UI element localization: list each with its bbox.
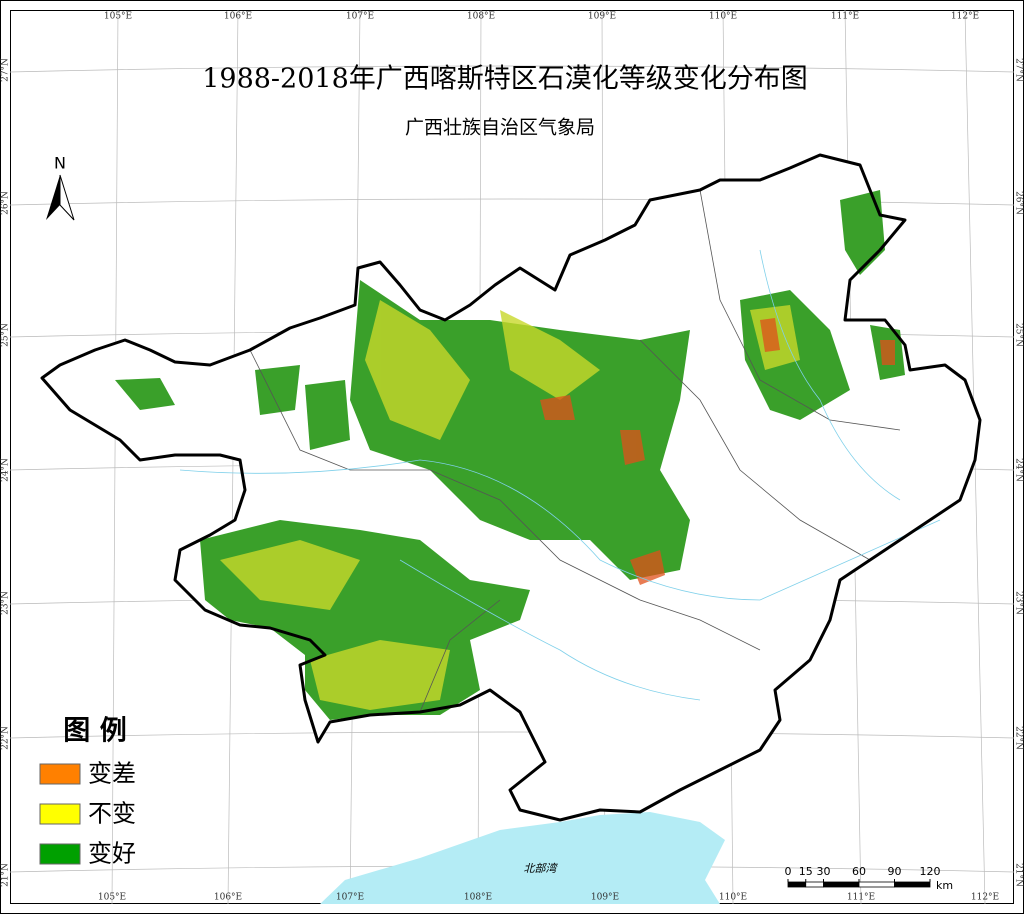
- latitude-label: 27°N: [1, 58, 11, 82]
- longitude-label: 105°E: [104, 12, 132, 22]
- scale-tick-label: 90: [888, 865, 902, 878]
- scale-unit: km: [936, 879, 953, 892]
- latitude-label: 21°N: [1014, 863, 1024, 887]
- map-subtitle: 广西壮族自治区气象局: [405, 117, 595, 139]
- legend-title: 图 例: [63, 716, 126, 747]
- north-label: N: [54, 154, 66, 173]
- legend-label: 不变: [88, 800, 136, 828]
- scale-tick-label: 15: [799, 865, 813, 878]
- longitude-label: 108°E: [467, 12, 495, 22]
- legend-swatch: [39, 803, 81, 825]
- longitude-label: 112°E: [971, 893, 999, 903]
- longitude-label: 111°E: [831, 12, 859, 22]
- scale-tick-label: 120: [920, 865, 941, 878]
- karst-worse: [540, 318, 895, 585]
- longitude-label: 106°E: [224, 12, 252, 22]
- latitude-label: 23°N: [1, 591, 11, 615]
- longitude-label: 109°E: [588, 12, 616, 22]
- legend-label: 变好: [88, 840, 136, 868]
- north-arrow-left: [46, 175, 60, 220]
- latitude-label: 26°N: [1014, 191, 1024, 215]
- latitude-label: 22°N: [1014, 726, 1024, 750]
- scale-tick-label: 0: [785, 865, 792, 878]
- coordinate-labels: 105°E 105°E 106°E 106°E 107°E 107°E 108°E 108°E…: [1, 12, 1024, 903]
- scale-segment: [894, 881, 931, 888]
- longitude-label: 111°E: [847, 893, 875, 903]
- scale-segment: [823, 881, 860, 888]
- rivers: [179, 249, 941, 701]
- latitude-label: 23°N: [1014, 591, 1024, 615]
- latitude-label: 24°N: [1014, 458, 1024, 482]
- guangxi-border: [40, 153, 982, 822]
- scale-tick-label: 60: [852, 865, 866, 878]
- latitude-label: 25°N: [1014, 323, 1024, 347]
- karst-unchanged: [220, 300, 800, 710]
- legend-label: 变差: [88, 760, 136, 788]
- legend-swatch: [39, 763, 81, 785]
- legend-swatch: [39, 843, 81, 865]
- longitude-label: 107°E: [336, 893, 364, 903]
- county-borders: [249, 189, 901, 713]
- longitude-label: 109°E: [591, 893, 619, 903]
- longitude-label: 110°E: [709, 12, 737, 22]
- sea-label: 北部湾: [524, 862, 559, 875]
- scale-tick-label: 30: [817, 865, 831, 878]
- latitude-label: 26°N: [1, 191, 11, 215]
- scale-segment: [805, 881, 824, 888]
- longitude-label: 106°E: [214, 893, 242, 903]
- scale-segment: [858, 881, 895, 888]
- scale-segment: [787, 881, 807, 888]
- longitude-label: 108°E: [464, 893, 492, 903]
- longitude-label: 110°E: [719, 893, 747, 903]
- longitude-label: 105°E: [98, 893, 126, 903]
- map-title: 1988-2018年广西喀斯特区石漠化等级变化分布图: [202, 64, 808, 95]
- longitude-label: 107°E: [346, 12, 374, 22]
- latitude-label: 21°N: [1, 863, 11, 887]
- latitude-label: 24°N: [1, 458, 11, 482]
- longitude-label: 112°E: [951, 12, 979, 22]
- sea: [320, 812, 725, 904]
- latitude-label: 27°N: [1014, 58, 1024, 82]
- latitude-label: 25°N: [1, 323, 11, 347]
- latitude-label: 22°N: [1, 726, 11, 750]
